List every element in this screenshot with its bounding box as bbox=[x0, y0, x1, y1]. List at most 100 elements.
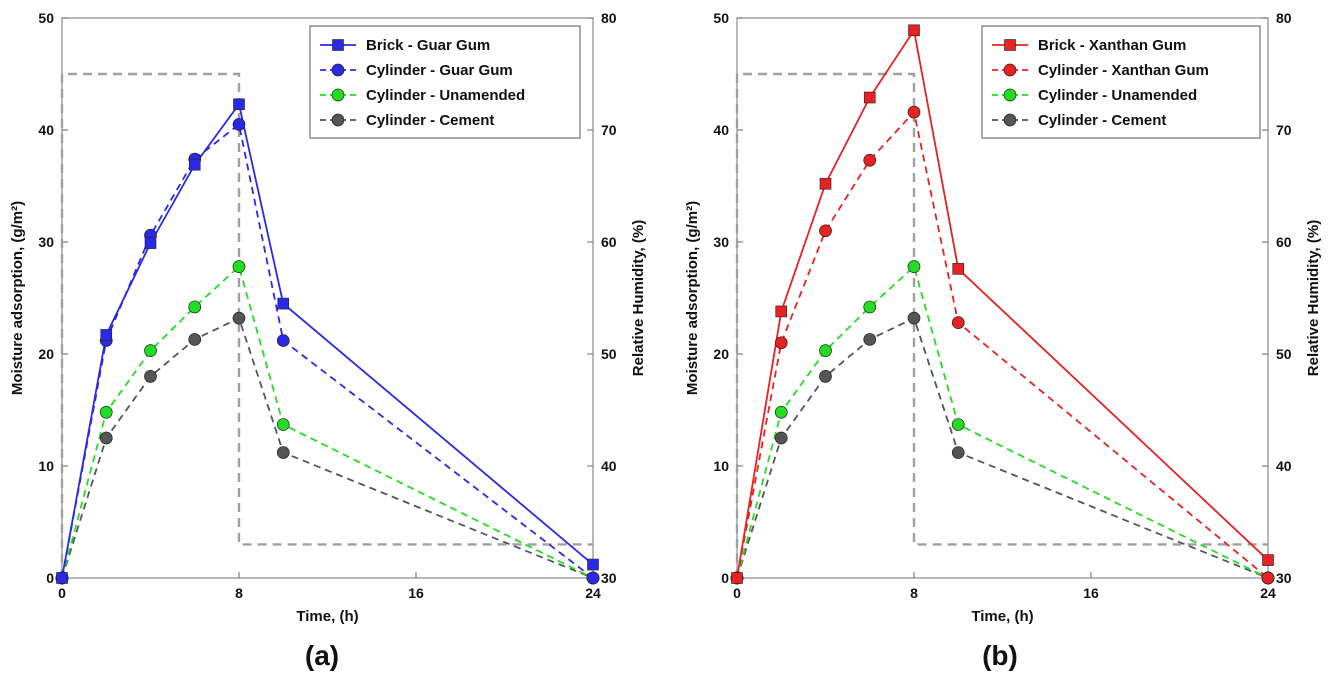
x-tick-label: 16 bbox=[408, 585, 424, 601]
data-point-s1-2 bbox=[819, 177, 832, 190]
data-point-s3-3 bbox=[188, 300, 202, 314]
legend: Brick - Xanthan Gum Cylinder - Xanthan Gu… bbox=[981, 25, 1261, 139]
data-point-s2-2 bbox=[819, 224, 832, 238]
data-point-s2-1 bbox=[774, 336, 788, 350]
series-line-1 bbox=[61, 102, 594, 579]
y2-tick-label: 40 bbox=[1276, 458, 1292, 474]
data-point-s1-5 bbox=[277, 297, 290, 310]
x-axis-label: Time, (h) bbox=[296, 608, 358, 625]
legend-label-1: Brick - Guar Gum bbox=[366, 37, 490, 54]
data-point-s3-1 bbox=[774, 405, 788, 419]
data-point-s3-3 bbox=[863, 300, 877, 314]
data-point-s2-3 bbox=[863, 153, 877, 167]
legend-label-2: Cylinder - Guar Gum bbox=[366, 62, 513, 79]
data-point-s4-3 bbox=[863, 333, 877, 346]
humidity-profile-line bbox=[735, 72, 1268, 578]
data-point-s2-5 bbox=[951, 316, 965, 329]
legend-marker-1 bbox=[1004, 39, 1016, 51]
data-point-s4-1 bbox=[774, 431, 788, 445]
y-tick-label: 40 bbox=[38, 122, 54, 138]
y-tick-label: 20 bbox=[38, 346, 54, 362]
legend-marker-3 bbox=[331, 88, 345, 102]
data-point-s1-2 bbox=[144, 237, 157, 249]
series-line-4 bbox=[736, 316, 1269, 579]
legend-marker-2 bbox=[1003, 63, 1017, 77]
data-point-s4-4 bbox=[907, 311, 921, 325]
x-tick-label: 0 bbox=[58, 585, 66, 601]
data-point-s1-3 bbox=[188, 158, 201, 171]
data-point-s2-4 bbox=[232, 118, 246, 131]
legend-label-3: Cylinder - Unamended bbox=[366, 87, 525, 104]
y-tick-label: 20 bbox=[713, 346, 729, 362]
data-point-s3-1 bbox=[99, 405, 113, 419]
legend-label-3: Cylinder - Unamended bbox=[1038, 87, 1197, 104]
data-point-s2-6 bbox=[586, 571, 600, 585]
legend-label-1: Brick - Xanthan Gum bbox=[1038, 37, 1186, 54]
data-point-s4-3 bbox=[188, 333, 202, 346]
y-tick-label: 0 bbox=[721, 570, 729, 586]
y-axis-label: Moisture adsorption, (g/m²) bbox=[684, 201, 701, 395]
y2-tick-label: 70 bbox=[601, 122, 617, 138]
y2-tick-label: 70 bbox=[1276, 122, 1292, 138]
series-line-2 bbox=[61, 122, 594, 579]
y-axis-label: Moisture adsorption, (g/m²) bbox=[9, 201, 26, 395]
series-line-2 bbox=[736, 110, 1269, 579]
y2-tick-label: 40 bbox=[601, 458, 617, 474]
data-point-s3-5 bbox=[276, 418, 290, 431]
y2-tick-label: 60 bbox=[1276, 234, 1292, 250]
y2-tick-label: 30 bbox=[601, 570, 617, 586]
data-point-s1-1 bbox=[775, 305, 788, 318]
y2-tick-label: 30 bbox=[1276, 570, 1292, 586]
data-point-s4-5 bbox=[276, 446, 290, 459]
data-point-s2-6 bbox=[1261, 571, 1275, 585]
data-point-s1-0 bbox=[731, 572, 743, 584]
plot-frame bbox=[61, 17, 594, 579]
plot-frame bbox=[736, 17, 1269, 579]
data-point-s1-6 bbox=[1262, 554, 1274, 566]
x-tick-label: 8 bbox=[235, 585, 243, 601]
legend-label-4: Cylinder - Cement bbox=[366, 112, 494, 129]
legend-marker-4 bbox=[331, 113, 345, 127]
legend-marker-1 bbox=[332, 39, 344, 51]
y-tick-label: 30 bbox=[38, 234, 54, 250]
y2-tick-label: 50 bbox=[601, 346, 617, 362]
y2-tick-label: 80 bbox=[1276, 10, 1292, 26]
data-point-s3-2 bbox=[144, 344, 157, 357]
data-point-s1-4 bbox=[233, 98, 245, 111]
legend: Brick - Guar Gum Cylinder - Guar Gum Cylin… bbox=[309, 25, 581, 139]
y-tick-label: 50 bbox=[38, 10, 54, 26]
data-point-s4-1 bbox=[99, 431, 113, 445]
chart-panel-2: 0 10 20 30 40 50 30 40 50 60 70 80 0 8 16 24 Time, (h) Mo… bbox=[684, 10, 1322, 671]
legend-label-2: Cylinder - Xanthan Gum bbox=[1038, 62, 1209, 79]
y-tick-label: 10 bbox=[713, 458, 729, 474]
y2-axis-label: Relative Humidity, (%) bbox=[630, 220, 647, 376]
data-point-s3-2 bbox=[819, 344, 832, 357]
x-tick-label: 8 bbox=[910, 585, 918, 601]
legend-marker-2 bbox=[331, 63, 345, 77]
legend-marker-3 bbox=[1003, 88, 1017, 102]
x-tick-label: 24 bbox=[1260, 585, 1276, 601]
x-axis-label: Time, (h) bbox=[971, 608, 1033, 625]
data-point-s1-4 bbox=[908, 24, 920, 37]
x-tick-label: 16 bbox=[1083, 585, 1099, 601]
data-point-s4-5 bbox=[951, 446, 965, 459]
data-point-s3-5 bbox=[951, 418, 965, 431]
y2-axis-label: Relative Humidity, (%) bbox=[1305, 220, 1322, 376]
chart-panel-1: 0 10 20 30 40 50 30 40 50 60 70 80 0 8 16 24 Time, (h) Mo… bbox=[9, 10, 647, 671]
data-point-s1-5 bbox=[952, 263, 965, 275]
series-line-4 bbox=[61, 316, 594, 579]
x-tick-label: 24 bbox=[585, 585, 601, 601]
data-point-s2-5 bbox=[276, 334, 290, 347]
y-tick-label: 50 bbox=[713, 10, 729, 26]
data-point-s1-3 bbox=[863, 91, 876, 104]
series-line-3 bbox=[61, 264, 594, 579]
y2-tick-label: 60 bbox=[601, 234, 617, 250]
y2-tick-label: 50 bbox=[1276, 346, 1292, 362]
legend-label-4: Cylinder - Cement bbox=[1038, 112, 1166, 129]
panel-label: (a) bbox=[305, 640, 339, 671]
y-tick-label: 10 bbox=[38, 458, 54, 474]
data-point-s1-6 bbox=[587, 558, 599, 571]
data-point-s1-1 bbox=[100, 329, 113, 341]
y-tick-label: 0 bbox=[46, 570, 54, 586]
series-line-3 bbox=[736, 264, 1269, 579]
